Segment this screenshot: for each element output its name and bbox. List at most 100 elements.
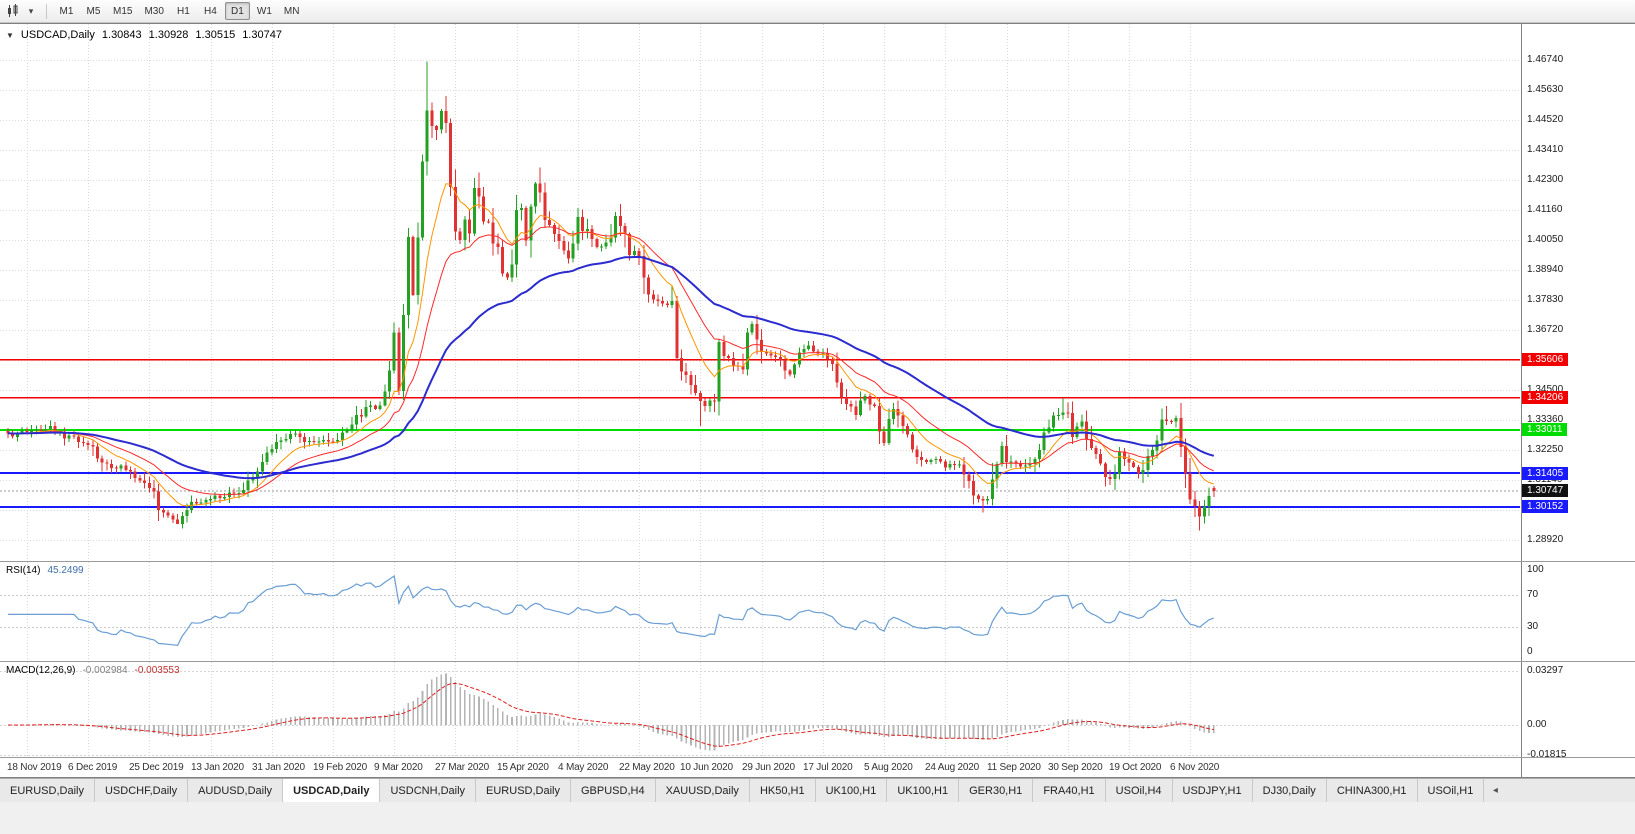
date-axis[interactable]: 18 Nov 2019 6 Dec 2019 25 Dec 2019 13 Jan 2… [0, 757, 1635, 777]
rsi-axis-label: 100 [1527, 564, 1544, 575]
price-axis-label: 1.36720 [1527, 324, 1564, 335]
chart-tab-audusd-daily[interactable]: AUDUSD,Daily [188, 779, 284, 802]
chart-tab-ger30-h1[interactable]: GER30,H1 [959, 779, 1034, 802]
chart-tab-uk100-h1[interactable]: UK100,H1 [887, 779, 960, 802]
macd-axis-label: 0.00 [1527, 719, 1547, 730]
rsi-panel: RSI(14) 45.2499 100 70 30 0 [0, 561, 1635, 661]
date-axis-label: 18 Nov 2019 [7, 762, 62, 773]
level-price-badge: 1.31405 [1522, 467, 1569, 480]
chart-tab-usdchf-daily[interactable]: USDCHF,Daily [94, 779, 189, 802]
macd-panel: MACD(12,26,9) -0.002984 -0.003553 0.0329… [0, 661, 1635, 757]
date-axis-label: 11 Sep 2020 [987, 762, 1041, 773]
macd-axis: 0.03297 0.00 -0.01815 [1521, 662, 1635, 757]
macd-axis-label: 0.03297 [1527, 665, 1564, 676]
timeframe-button-h4[interactable]: H4 [204, 5, 217, 17]
chart-tab-uk100-h1[interactable]: UK100,H1 [815, 779, 888, 802]
macd-plot[interactable] [0, 662, 1520, 757]
timeframe-toolbar: ▾ M1 M5 M15 M30 H1 H4 D1 W1 MN [0, 0, 1635, 23]
tab-scroll-left-icon[interactable]: ◂ [1492, 785, 1498, 796]
chart-tab-fra40-h1[interactable]: FRA40,H1 [1033, 779, 1106, 802]
moving-average-10 [7, 183, 1214, 507]
chart-tab-eurusd-daily[interactable]: EURUSD,Daily [0, 779, 95, 802]
date-axis-label: 30 Sep 2020 [1048, 762, 1103, 773]
date-axis-label: 10 Jun 2020 [680, 762, 733, 773]
rsi-indicator-name: RSI(14) [6, 565, 41, 576]
timeframe-button-m15[interactable]: M15 [113, 5, 133, 17]
macd-signal-value: -0.003553 [134, 665, 180, 676]
chart-tab-hk50-h1[interactable]: HK50,H1 [749, 779, 816, 802]
date-axis-label: 13 Jan 2020 [191, 762, 244, 773]
level-price-badge: 1.35606 [1522, 353, 1569, 366]
timeframe-button-m30[interactable]: M30 [144, 5, 164, 17]
bottom-filler [0, 802, 1635, 834]
toolbar-separator [46, 3, 47, 19]
date-axis-label: 17 Jul 2020 [803, 762, 853, 773]
chart-tab-eurusd-daily[interactable]: EURUSD,Daily [476, 779, 571, 802]
price-chart-plot[interactable] [0, 24, 1520, 561]
price-axis-label: 1.46740 [1527, 54, 1564, 65]
timeframe-button-mn[interactable]: MN [283, 5, 300, 17]
chart-tab-usdcnh-daily[interactable]: USDCNH,Daily [380, 779, 477, 802]
rsi-axis-label: 0 [1527, 646, 1533, 657]
price-axis-label: 1.32250 [1527, 444, 1564, 455]
date-axis-label: 4 May 2020 [558, 762, 609, 773]
chart-tab-china300-h1[interactable]: CHINA300,H1 [1326, 779, 1418, 802]
macd-axis-label: -0.01815 [1527, 749, 1567, 757]
price-axis-label: 1.42300 [1527, 174, 1564, 185]
chart-tab-usoil-h1[interactable]: USOil,H1 [1417, 779, 1485, 802]
date-axis-label: 31 Jan 2020 [252, 762, 305, 773]
rsi-axis: 100 70 30 0 [1521, 562, 1635, 661]
date-axis-label: 22 May 2020 [619, 762, 675, 773]
date-axis-label: 19 Feb 2020 [313, 762, 367, 773]
date-axis-label: 24 Aug 2020 [925, 762, 979, 773]
date-axis-label: 6 Dec 2019 [68, 762, 118, 773]
chart-title: ▼ USDCAD,Daily 1.30843 1.30928 1.30515 1… [6, 29, 282, 41]
chart-tab-usdjpy-h1[interactable]: USDJPY,H1 [1172, 779, 1253, 802]
date-axis-label: 19 Oct 2020 [1109, 762, 1162, 773]
price-axis-label: 1.44520 [1527, 114, 1564, 125]
macd-main-value: -0.002984 [82, 665, 128, 676]
chart-type-icon[interactable] [4, 2, 22, 20]
date-axis-label: 25 Dec 2019 [129, 762, 184, 773]
chart-tab-xauusd-daily[interactable]: XAUUSD,Daily [655, 779, 750, 802]
price-axis-label: 1.40050 [1527, 234, 1564, 245]
price-axis[interactable]: 1.46740 1.45630 1.44520 1.43410 1.42300 1.411… [1521, 24, 1635, 561]
level-price-badge: 1.33011 [1522, 423, 1568, 436]
timeframe-button-w1[interactable]: W1 [256, 5, 272, 17]
date-labels-strip: 18 Nov 2019 6 Dec 2019 25 Dec 2019 13 Jan 2… [0, 758, 1521, 777]
date-axis-label: 5 Aug 2020 [864, 762, 913, 773]
chart-tab-gbpusd-h4[interactable]: GBPUSD,H4 [571, 779, 656, 802]
price-axis-label: 1.41160 [1527, 204, 1563, 215]
chart-tab-dj30-daily[interactable]: DJ30,Daily [1252, 779, 1327, 802]
ohlc-open: 1.30843 [101, 29, 142, 41]
rsi-label: RSI(14) 45.2499 [6, 565, 84, 576]
date-axis-label: 9 Mar 2020 [374, 762, 423, 773]
chart-type-dropdown-caret-icon[interactable]: ▾ [28, 5, 34, 16]
price-axis-label: 1.37830 [1527, 294, 1564, 305]
price-axis-label: 1.43410 [1527, 144, 1564, 155]
rsi-line [8, 574, 1215, 646]
timeframe-button-m5[interactable]: M5 [86, 5, 101, 17]
main-price-panel: ▼ USDCAD,Daily 1.30843 1.30928 1.30515 1… [0, 24, 1635, 561]
chart-tab-bar: EURUSD,Daily USDCHF,Daily AUDUSD,Daily USDC… [0, 778, 1635, 802]
rsi-plot[interactable] [0, 562, 1520, 661]
timeframe-button-d1[interactable]: D1 [224, 2, 250, 20]
macd-indicator-name: MACD(12,26,9) [6, 665, 76, 676]
date-axis-label: 29 Jun 2020 [742, 762, 795, 773]
rsi-axis-label: 30 [1527, 621, 1539, 632]
candlestick-glyph [8, 4, 18, 17]
current-price-badge: 1.30747 [1522, 484, 1569, 497]
chart-tab-usdcad-daily[interactable]: USDCAD,Daily [283, 779, 381, 802]
one-click-trading-toggle[interactable]: ▼ [6, 30, 14, 40]
chart-symbol-period: USDCAD,Daily [20, 29, 95, 41]
level-price-badge: 1.34206 [1522, 391, 1569, 404]
date-axis-corner [1521, 758, 1635, 777]
date-axis-label: 27 Mar 2020 [435, 762, 489, 773]
price-axis-label: 1.45630 [1527, 84, 1564, 95]
moving-average-50 [7, 255, 1215, 480]
macd-signal-line [8, 682, 1214, 747]
timeframe-button-m1[interactable]: M1 [59, 5, 74, 17]
chart-tab-usoil-h4[interactable]: USOil,H4 [1105, 779, 1173, 802]
timeframe-button-h1[interactable]: H1 [177, 5, 190, 17]
